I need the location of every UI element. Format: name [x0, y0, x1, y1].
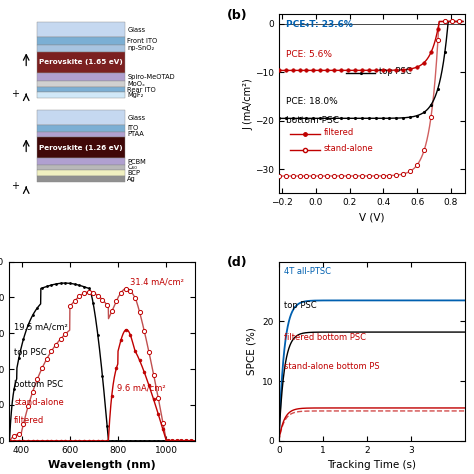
Text: PTAA: PTAA	[128, 131, 144, 137]
Text: Glass: Glass	[128, 115, 146, 121]
Bar	[37, 45, 125, 52]
Bar	[37, 37, 125, 45]
Text: Spiro-MeOTAD: Spiro-MeOTAD	[128, 74, 175, 80]
Text: stand-alone bottom PS: stand-alone bottom PS	[284, 362, 380, 371]
Text: 31.4 mA/cm²: 31.4 mA/cm²	[130, 278, 184, 287]
Bar	[37, 158, 125, 165]
Bar	[37, 87, 125, 92]
Text: filtered: filtered	[323, 128, 354, 137]
Text: C₆₀: C₆₀	[128, 164, 137, 170]
Text: top PSC: top PSC	[284, 301, 317, 310]
Bar	[37, 165, 125, 170]
Bar	[37, 175, 125, 182]
X-axis label: Tracking Time (s): Tracking Time (s)	[327, 460, 416, 470]
Text: filtered: filtered	[14, 416, 45, 425]
Text: (d): (d)	[227, 256, 247, 269]
X-axis label: V (V): V (V)	[359, 213, 384, 223]
Text: Glass: Glass	[128, 27, 146, 33]
Text: PCE₄T: 23.6%: PCE₄T: 23.6%	[286, 19, 353, 28]
Bar	[37, 110, 125, 125]
Text: Ag: Ag	[128, 176, 136, 182]
Text: 9.6 mA/cm²: 9.6 mA/cm²	[117, 383, 165, 392]
Text: filtered bottom PSC: filtered bottom PSC	[284, 333, 366, 342]
Bar	[37, 132, 125, 137]
Text: np-SnO₂: np-SnO₂	[128, 46, 155, 52]
Text: stand-alone: stand-alone	[14, 398, 64, 407]
Text: BCP: BCP	[128, 170, 140, 176]
Bar	[37, 81, 125, 87]
Bar	[37, 73, 125, 81]
Text: bottom PSC: bottom PSC	[14, 380, 64, 389]
Text: PCE: 5.6%: PCE: 5.6%	[286, 50, 332, 59]
Text: Perovskite (1.65 eV): Perovskite (1.65 eV)	[39, 59, 123, 65]
Text: Front ITO: Front ITO	[128, 38, 158, 44]
Y-axis label: SPCE (%): SPCE (%)	[247, 327, 257, 375]
Text: Perovskite (1.26 eV): Perovskite (1.26 eV)	[39, 145, 123, 151]
Text: +: +	[11, 89, 19, 99]
Text: top PSC: top PSC	[14, 348, 47, 357]
Text: 4T all-PTSC: 4T all-PTSC	[284, 267, 331, 276]
Bar	[37, 22, 125, 37]
Bar	[37, 137, 125, 158]
Text: top PSC: top PSC	[379, 67, 412, 76]
Text: MoOₓ: MoOₓ	[128, 81, 146, 87]
Text: 19.5 mA/cm²: 19.5 mA/cm²	[14, 323, 68, 332]
Text: PCBM: PCBM	[128, 159, 146, 164]
Bar	[37, 92, 125, 98]
Text: bottom PSC: bottom PSC	[286, 117, 339, 126]
Text: ITO: ITO	[128, 125, 139, 131]
Text: Rear ITO: Rear ITO	[128, 87, 156, 92]
Text: (b): (b)	[227, 9, 247, 22]
Text: stand-alone: stand-alone	[323, 144, 373, 153]
X-axis label: Wavelength (nm): Wavelength (nm)	[48, 460, 156, 470]
Text: +: +	[11, 181, 19, 191]
Y-axis label: J (mA/cm²): J (mA/cm²)	[244, 78, 254, 130]
Text: MgF₂: MgF₂	[128, 92, 144, 98]
Bar	[37, 170, 125, 175]
Text: PCE: 18.0%: PCE: 18.0%	[286, 97, 338, 106]
Bar	[37, 125, 125, 132]
Bar	[37, 52, 125, 73]
